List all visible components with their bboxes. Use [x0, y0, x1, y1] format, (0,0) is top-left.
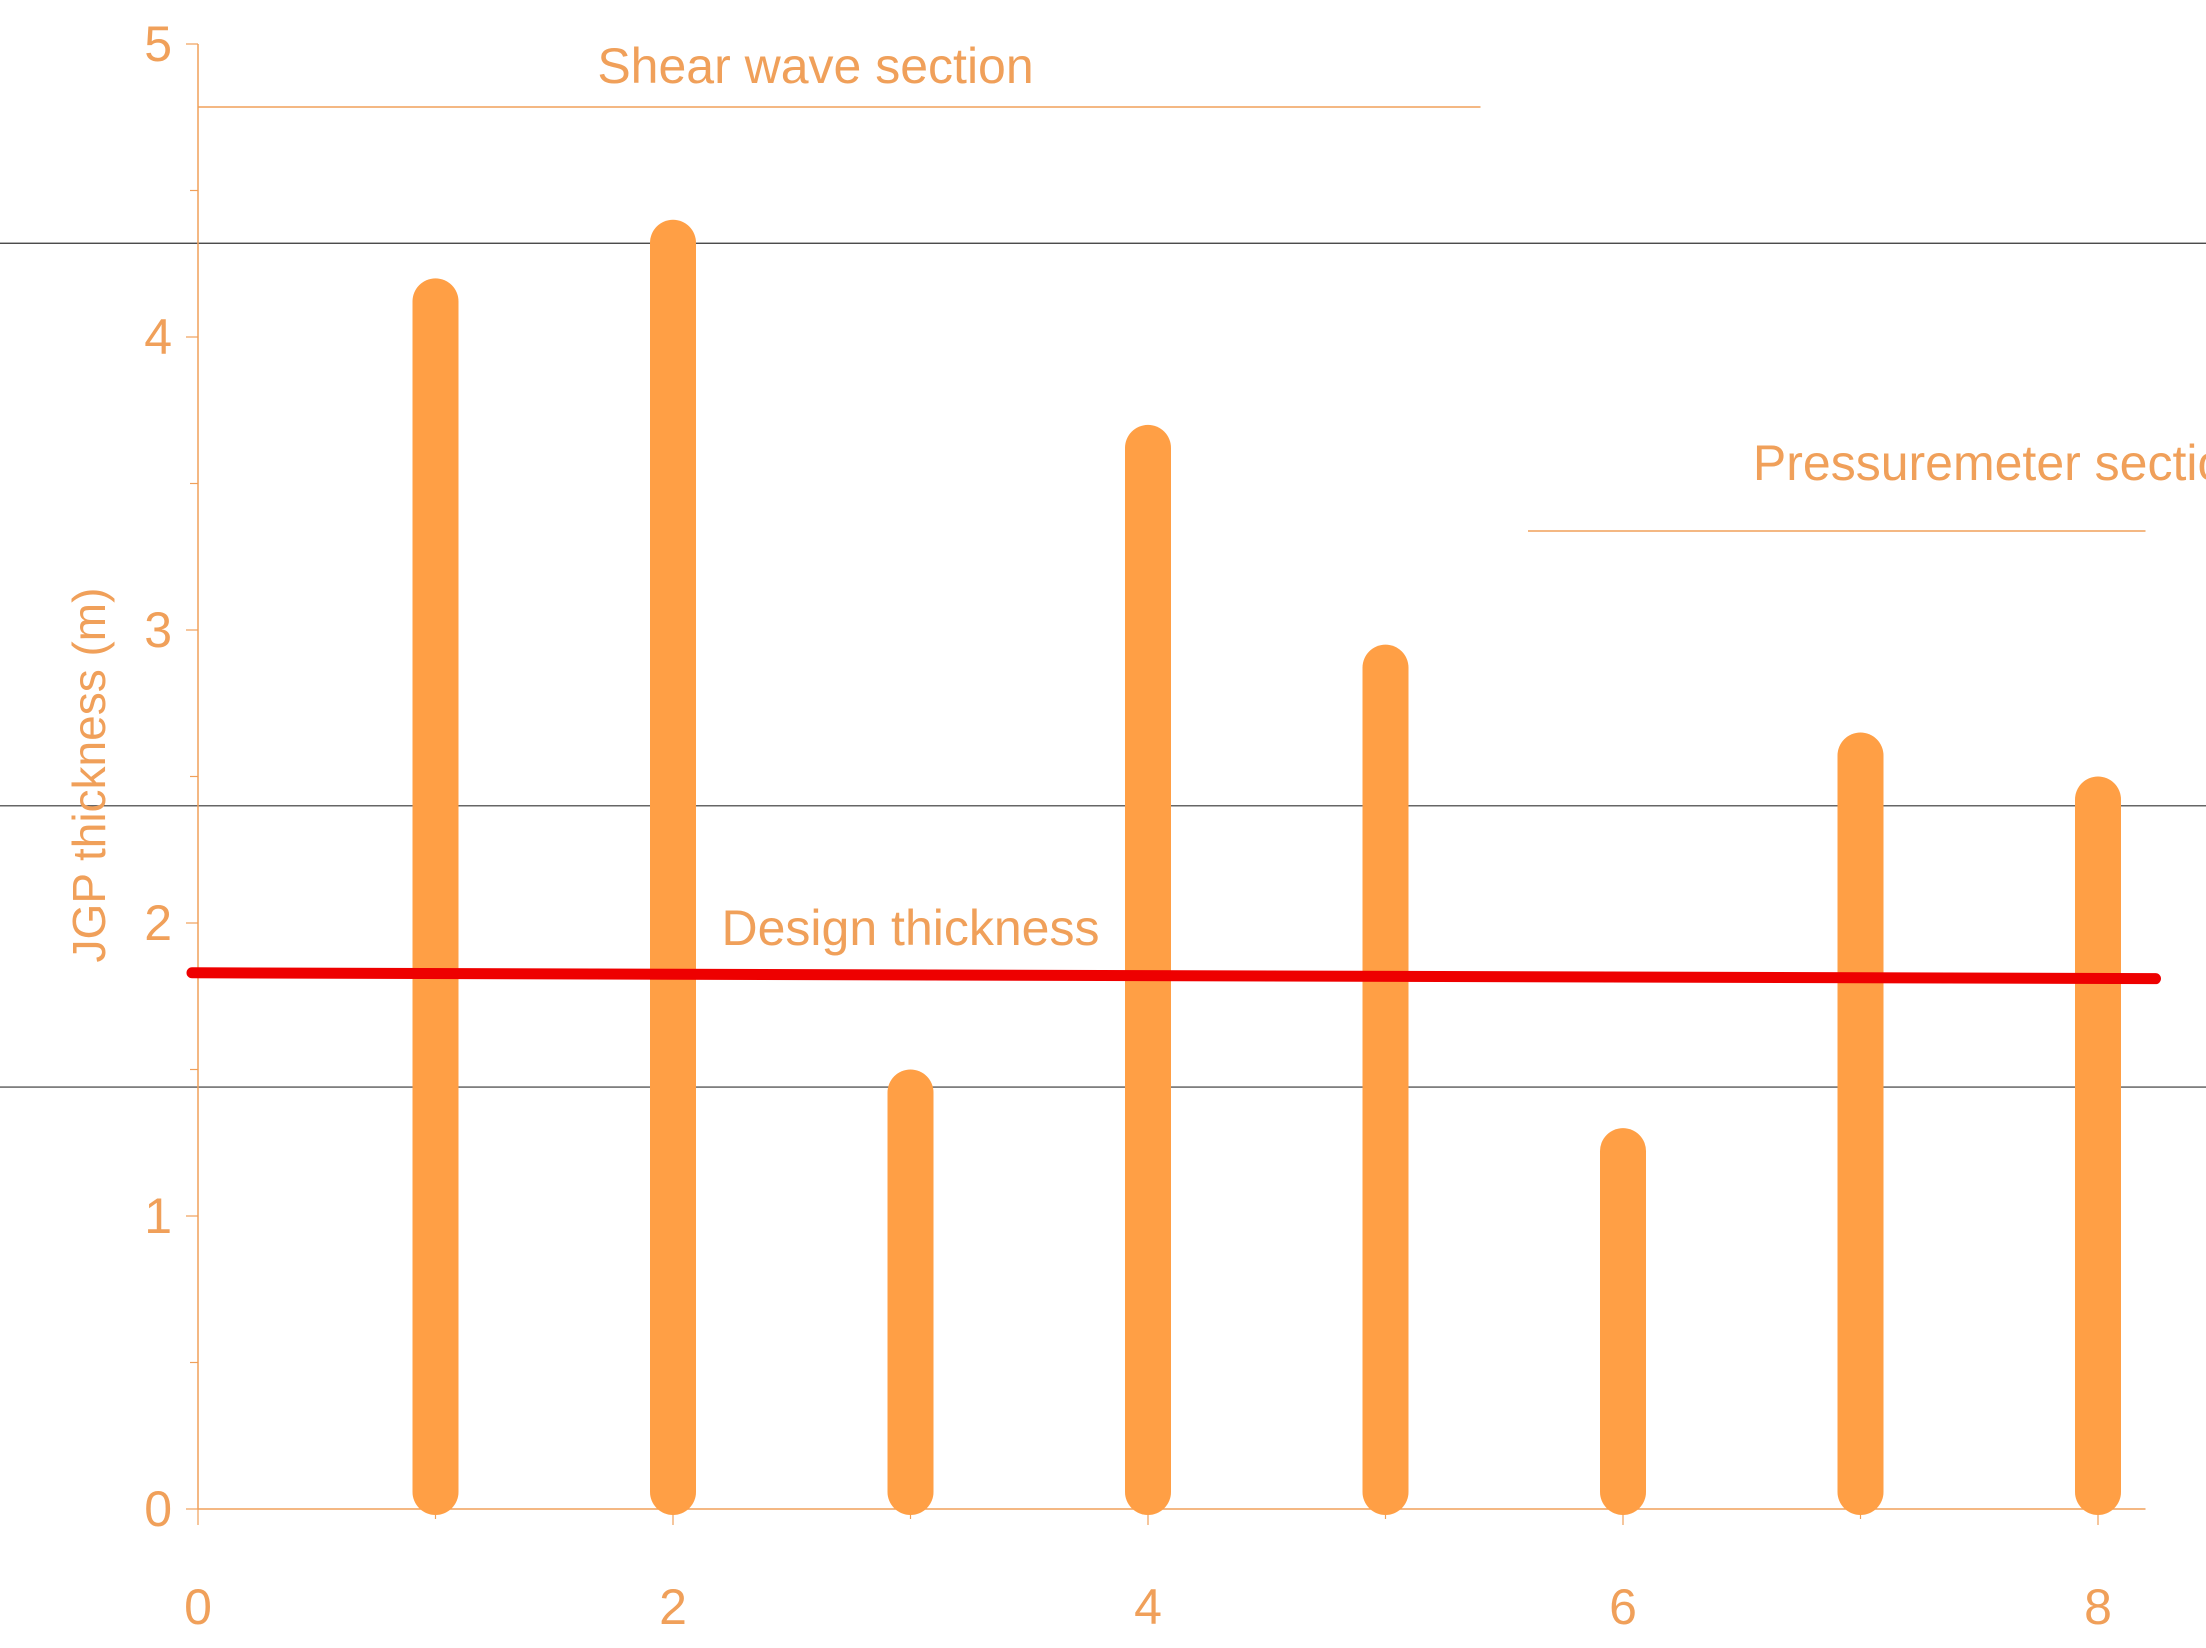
x-tick-label: 4	[1134, 1579, 1162, 1635]
y-tick-label: 0	[144, 1481, 172, 1537]
x-tick-label: 8	[2084, 1579, 2112, 1635]
y-tick-label: 1	[144, 1188, 172, 1244]
x-tick-label: 2	[659, 1579, 687, 1635]
shear-wave-section-label: Shear wave section	[597, 38, 1033, 94]
pressuremeter-section-label: Pressuremeter section	[1753, 435, 2206, 491]
bars	[412, 219, 2121, 1515]
y-tick-label: 5	[144, 16, 172, 72]
axes	[186, 43, 2146, 1525]
design-thickness-layer	[186, 967, 2161, 985]
y-axis-title: JGP thickness (m)	[63, 588, 115, 963]
x-tick-label: 0	[184, 1579, 212, 1635]
x-tick-label: 6	[1609, 1579, 1637, 1635]
y-tick-label: 3	[144, 602, 172, 658]
design-thickness-line	[186, 967, 2161, 985]
text-layer: 0 1 2 3 4 5 0 2 4 6 8 JGP thickness (m) Design thick…	[63, 16, 2206, 1635]
y-tick-label: 4	[144, 309, 172, 365]
design-thickness-label: Design thickness	[722, 900, 1100, 956]
y-tick-label: 2	[144, 895, 172, 951]
